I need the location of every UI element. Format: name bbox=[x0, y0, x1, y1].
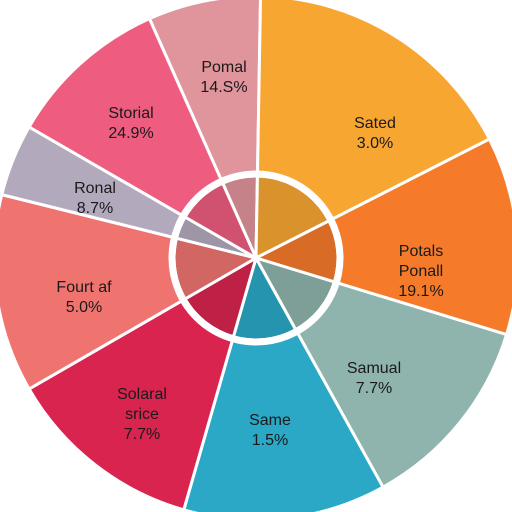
slice-label-storial: Storial bbox=[108, 105, 153, 122]
slice-value-storial: 24.9% bbox=[108, 125, 153, 142]
slice-label-ronal: Ronal bbox=[74, 180, 116, 197]
slice-label-pomal: Pomal bbox=[201, 59, 246, 76]
slice-value-potals-ponall: 19.1% bbox=[398, 283, 443, 300]
slice-label-fourt-af: Fourt af bbox=[56, 279, 112, 296]
center-ring bbox=[168, 170, 344, 346]
slice-label-sated: Sated bbox=[354, 115, 396, 132]
slice-label-solaral-srice: Solaral srice bbox=[117, 386, 167, 423]
slice-value-samual: 7.7% bbox=[356, 380, 392, 397]
slice-value-ronal: 8.7% bbox=[77, 200, 113, 217]
slice-label-same: Same bbox=[249, 412, 291, 429]
pie-slice-same bbox=[181, 254, 386, 512]
slice-value-sated: 3.0% bbox=[357, 135, 393, 152]
slice-label-samual: Samual bbox=[347, 360, 401, 377]
pie-slice-potals-ponall bbox=[252, 137, 512, 337]
slice-value-solaral-srice: 7.7% bbox=[124, 426, 160, 443]
slice-value-same: 1.5% bbox=[252, 432, 288, 449]
slice-label-potals-ponall: Potals Ponall bbox=[399, 243, 443, 280]
slice-value-pomal: 14.S% bbox=[200, 79, 247, 96]
slice-value-fourt-af: 5.0% bbox=[66, 299, 102, 316]
